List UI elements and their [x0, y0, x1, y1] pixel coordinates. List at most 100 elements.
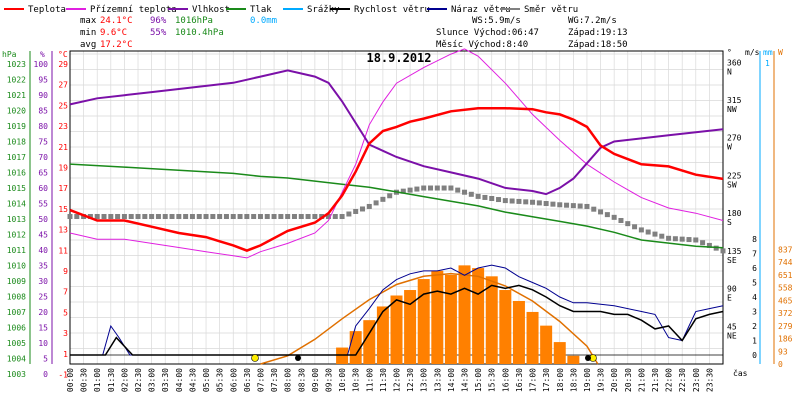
legend-label: Směr větru: [524, 5, 578, 15]
axis-hpa-tick: 1021: [7, 91, 26, 100]
wind-direction-dot: [516, 198, 522, 204]
axis-hpa-tick: 1018: [7, 138, 26, 147]
axis-ms-tick: 5: [752, 279, 757, 288]
wind-direction-dot: [380, 196, 386, 202]
wind-direction-dot: [128, 214, 134, 220]
axis-time-tick: 16:30: [515, 368, 524, 392]
axis-pct-tick: 0: [43, 370, 48, 379]
axis-hpa-tick: 1004: [7, 355, 26, 364]
axis-time-tick: 07:30: [270, 368, 279, 392]
wind-direction-dot: [257, 214, 263, 220]
stat-avg-temp: 17.2°C: [100, 40, 133, 50]
axis-time-unit: čas: [733, 368, 748, 378]
axis-hpa-tick: 1012: [7, 231, 26, 240]
axis-hpa-tick: 1013: [7, 215, 26, 224]
axis-time-tick: 06:00: [229, 368, 238, 392]
axis-temp-tick: 7: [63, 288, 68, 297]
axis-dir-tick: 225: [727, 171, 742, 180]
axis-time-tick: 08:00: [284, 368, 293, 392]
solar-bar: [444, 274, 457, 364]
axis-time-tick: 03:00: [148, 368, 157, 392]
axis-time-tick: 18:30: [569, 368, 578, 392]
wind-direction-dot: [700, 240, 706, 246]
wind-direction-dot: [387, 193, 393, 199]
ground-temp-line: [69, 48, 724, 259]
axis-dir-tick: 90: [727, 285, 737, 294]
axis-time-tick: 08:30: [297, 368, 306, 392]
legend-label: Tlak: [250, 5, 272, 15]
wind-direction-dot: [543, 201, 549, 207]
axis-time-tick: 00:00: [66, 368, 75, 392]
wind-direction-dot: [217, 214, 223, 220]
wind-direction-dot: [475, 193, 481, 199]
wind-direction-dot: [264, 214, 270, 220]
wind-speed-info: WS:5.9m/s: [472, 16, 521, 26]
axis-time-tick: 02:00: [120, 368, 129, 392]
moon-rise-info: Měsíc Východ:8:40: [436, 40, 528, 50]
axis-dir-tick: 270: [727, 134, 742, 143]
axis-time-tick: 23:30: [705, 368, 714, 392]
axis-pct-tick: 80: [38, 122, 48, 131]
wind-direction-dot: [584, 203, 590, 209]
axis-time-tick: 17:00: [529, 368, 538, 392]
wind-direction-dot: [462, 189, 468, 195]
wind-direction-dot: [591, 206, 597, 212]
wind-direction-dot: [502, 198, 508, 204]
wind-direction-dot: [720, 248, 726, 254]
axis-time-tick: 06:30: [243, 368, 252, 392]
wind-direction-dot: [434, 185, 440, 191]
axis-dir-unit: °: [727, 48, 732, 57]
wind-direction-dot: [305, 214, 311, 220]
wind-direction-dot: [645, 229, 651, 235]
axis-temp-tick: 11: [58, 246, 68, 255]
axis-w-tick: 744: [778, 258, 793, 267]
solar-bar: [431, 270, 444, 364]
axis-time-tick: 11:00: [365, 368, 374, 392]
axis-ms-tick: 3: [752, 308, 757, 317]
axis-time-tick: 15:30: [488, 368, 497, 392]
axis-w-tick: 186: [778, 335, 793, 344]
wind-direction-dot: [482, 194, 488, 200]
axis-time-tick: 05:30: [216, 368, 225, 392]
axis-temp-tick: 17: [58, 184, 68, 193]
axis-pct-tick: 35: [38, 262, 48, 271]
solar-bar: [336, 347, 349, 364]
wind-direction-dot: [196, 214, 202, 220]
wind-direction-dot: [87, 214, 93, 220]
wind-direction-dot: [67, 214, 73, 220]
axis-time-tick: 12:30: [406, 368, 415, 392]
wind-direction-dot: [325, 214, 331, 220]
solar-bar: [390, 295, 403, 364]
axis-hpa-tick: 1017: [7, 153, 26, 162]
wind-direction-dot: [251, 214, 257, 220]
axis-dir-tick: 180: [727, 209, 742, 218]
wind-direction-dot: [468, 191, 474, 197]
axis-dir-label: NE: [727, 331, 737, 340]
axis-hpa-tick: 1011: [7, 246, 26, 255]
axis-temp-tick: 5: [63, 308, 68, 317]
wind-direction-dot: [223, 214, 229, 220]
solar-bar: [512, 300, 525, 364]
axis-ms-tick: 1: [752, 337, 757, 346]
axis-ms-tick: 6: [752, 264, 757, 273]
axis-hpa-tick: 1023: [7, 60, 26, 69]
wind-direction-dot: [278, 214, 284, 220]
axis-pct-tick: 75: [38, 138, 48, 147]
wind-direction-dot: [149, 214, 155, 220]
wind-direction-dot: [414, 186, 420, 192]
wind-direction-dot: [448, 185, 454, 191]
solar-bar: [472, 268, 485, 364]
wind-direction-dot: [455, 187, 461, 193]
wind-direction-dot: [523, 199, 529, 205]
axis-time-tick: 01:00: [93, 368, 102, 392]
axis-temp-tick: 1: [63, 350, 68, 359]
axis-time-tick: 22:00: [665, 368, 674, 392]
axis-time-tick: 04:30: [188, 368, 197, 392]
axis-temp-tick: 23: [58, 122, 68, 131]
wind-direction-dot: [577, 203, 583, 209]
axis-w-tick: 558: [778, 284, 793, 293]
axis-temp-tick: 19: [58, 164, 68, 173]
axis-hpa-tick: 1022: [7, 76, 26, 85]
solar-bar: [526, 311, 539, 364]
